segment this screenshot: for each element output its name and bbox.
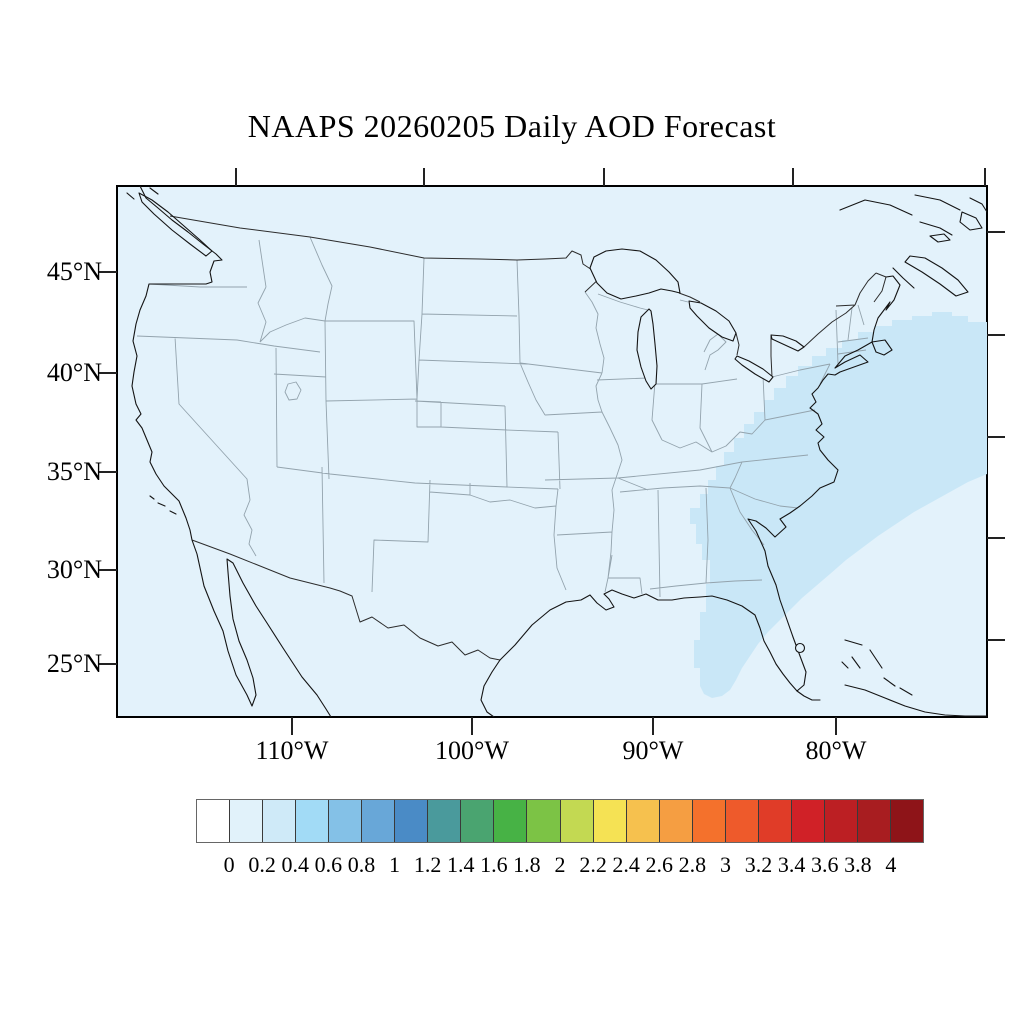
colorbar-cell <box>230 800 264 842</box>
colorbar-tick-label: 0.2 <box>248 852 276 877</box>
lake-okeechobee <box>794 642 806 654</box>
colorbar-tick-label: 2.8 <box>678 852 707 877</box>
colorbar-tick-label: 4 <box>885 852 897 877</box>
colorbar-cell <box>857 800 891 842</box>
colorbar-cell <box>626 800 660 842</box>
colorbar-tick-label: 3.6 <box>810 852 839 877</box>
colorbar-tick-label: 3.2 <box>744 852 773 877</box>
lake-superior <box>589 248 681 300</box>
colorbar-tick-label: 2.6 <box>645 852 674 877</box>
colorbar-cell <box>659 800 693 842</box>
colorbar-tick-label: 2 <box>554 852 566 877</box>
colorbar-cell <box>362 800 396 842</box>
colorbar-cell <box>296 800 330 842</box>
colorbar-cell <box>461 800 495 842</box>
great-salt-lake <box>284 381 302 401</box>
colorbar-cell <box>197 800 231 842</box>
colorbar-tick-label: 1.4 <box>446 852 475 877</box>
plot-title: NAAPS 20260205 Daily AOD Forecast <box>247 108 777 144</box>
colorbar-tick-label: 2.4 <box>612 852 640 877</box>
colorbar-tick-label: 3 <box>719 852 731 877</box>
islands <box>126 187 987 717</box>
colorbar-cell <box>428 800 462 842</box>
colorbar-tick-label: 1.2 <box>413 852 442 877</box>
colorbar-tick-label: 3.4 <box>777 852 806 877</box>
colorbar-tick-label: 0.8 <box>347 852 376 877</box>
lon-tick-label: 90°W <box>622 736 684 765</box>
colorbar-cell <box>692 800 726 842</box>
colorbar-cell <box>890 800 924 842</box>
lake-ontario <box>770 334 805 352</box>
lat-tick-label: 40°N <box>46 358 102 387</box>
colorbar-cell <box>494 800 528 842</box>
lat-tick-label: 25°N <box>46 649 102 678</box>
lake-erie <box>734 355 774 383</box>
colorbar-tick-label: 0.4 <box>281 852 310 877</box>
colorbar-tick-label: 1.6 <box>480 852 508 877</box>
colorbar-cell <box>593 800 627 842</box>
colorbar-cell <box>263 800 297 842</box>
axis-ticks <box>99 168 1005 735</box>
colorbar-tick-label: 0 <box>223 852 235 877</box>
lon-tick-label: 100°W <box>435 736 509 765</box>
colorbar-cell <box>758 800 792 842</box>
colorbar-tick-label: 1 <box>389 852 401 877</box>
colorbar-tick-label: 2.2 <box>579 852 607 877</box>
colorbar-cell <box>824 800 858 842</box>
coastlines <box>131 186 901 717</box>
aod-colorbar <box>196 799 924 843</box>
lon-tick-label: 110°W <box>255 736 329 765</box>
colorbar-tick-label: 0.6 <box>314 852 343 877</box>
state-borders <box>136 236 869 598</box>
colorbar-cell <box>527 800 561 842</box>
lat-tick-label: 30°N <box>46 555 102 584</box>
colorbar-cell <box>560 800 594 842</box>
colorbar-cell <box>725 800 759 842</box>
colorbar-cell <box>791 800 825 842</box>
lat-tick-label: 35°N <box>46 457 102 486</box>
lat-tick-label: 45°N <box>46 257 102 286</box>
great-lakes <box>589 248 805 390</box>
colorbar-cell <box>329 800 363 842</box>
lake-michigan <box>636 308 658 390</box>
country-borders <box>169 215 887 661</box>
aod-small-patch <box>950 424 972 442</box>
lon-tick-label: 80°W <box>805 736 867 765</box>
colorbar-tick-label: 1.8 <box>513 852 541 877</box>
lake-huron <box>688 300 737 342</box>
colorbar-tick-label: 3.8 <box>844 852 872 877</box>
colorbar-cell <box>395 800 429 842</box>
